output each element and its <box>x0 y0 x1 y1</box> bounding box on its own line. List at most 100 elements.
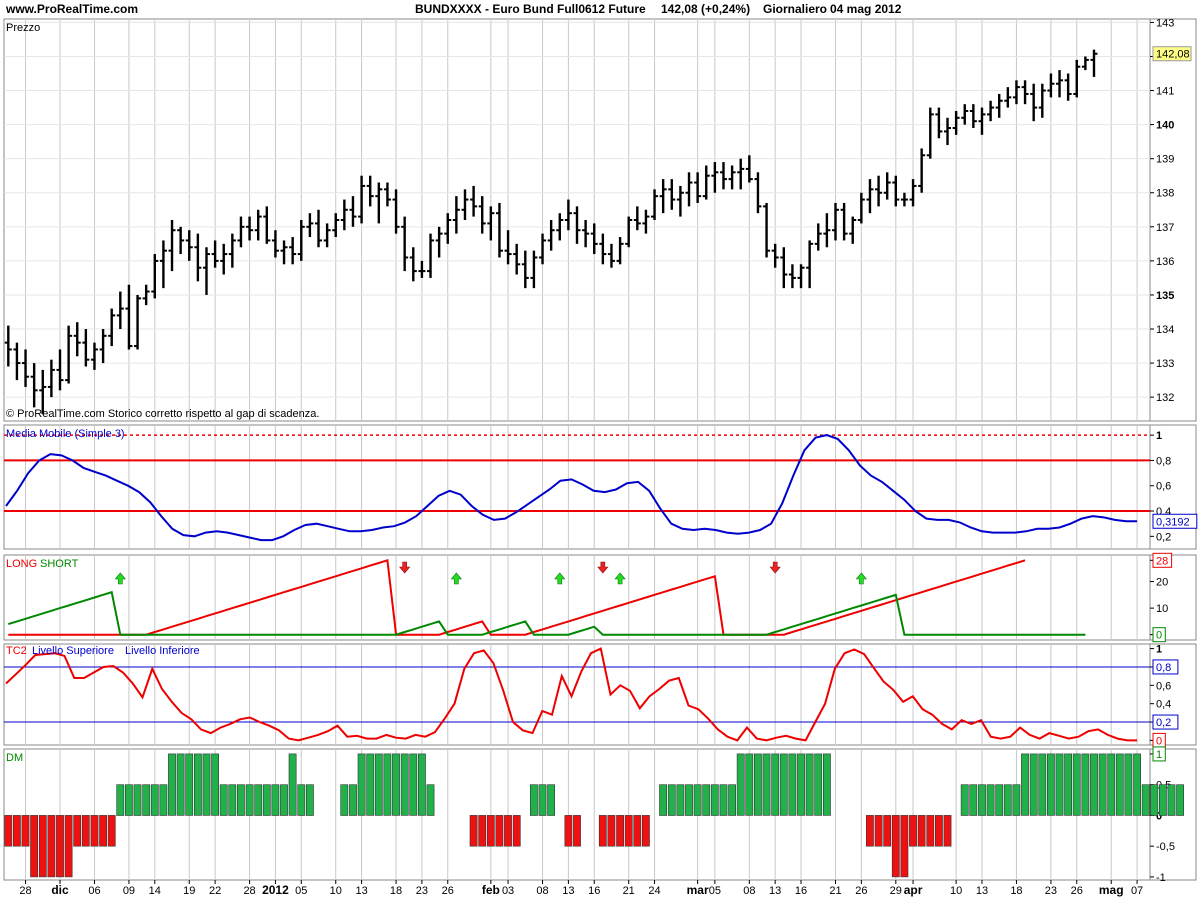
dm-bar-negative <box>21 815 30 847</box>
dm-bar-positive <box>762 753 771 816</box>
dm-bar-positive <box>176 753 185 816</box>
ohlc-bar <box>599 233 607 265</box>
ohlc-bar <box>315 209 323 248</box>
dm-bar-positive <box>305 784 314 816</box>
dm-bar-negative <box>573 815 581 847</box>
ohlc-bar <box>435 226 443 258</box>
dm-bar-negative <box>874 815 883 847</box>
ohlc-bar <box>607 243 615 268</box>
dm-last-label: 1 <box>1156 749 1162 761</box>
ohlc-bar <box>780 247 788 289</box>
site-label[interactable]: www.ProRealTime.com <box>5 2 138 16</box>
buy-arrow <box>614 572 626 585</box>
legend-tc2: TC2 <box>6 645 27 657</box>
ohlc-bar <box>1004 87 1012 108</box>
legend-dm: DM <box>6 752 23 764</box>
x-tick-label: 09 <box>123 885 135 897</box>
ohlc-bar <box>289 237 297 265</box>
panel-ma-frame <box>3 424 1151 550</box>
ohlc-bar <box>1064 73 1072 101</box>
dm-bar-negative <box>616 815 624 847</box>
x-tick-label: dic <box>51 883 69 897</box>
ohlc-bar <box>892 175 900 207</box>
dm-bar-positive <box>805 753 814 816</box>
tc2-line <box>5 647 1138 742</box>
dm-bar-positive <box>676 784 685 816</box>
dm-bar-positive <box>736 753 745 816</box>
dm-bar-positive <box>771 753 780 816</box>
dm-bar-negative <box>624 815 633 847</box>
x-tick-label: 28 <box>19 885 31 897</box>
dm-bar-negative <box>478 815 487 847</box>
dm-bar-positive <box>349 784 357 816</box>
ohlc-bar <box>823 213 831 248</box>
ohlc-bar <box>745 155 753 183</box>
dm-bar-negative <box>504 815 512 847</box>
ohlc-bar <box>513 243 521 275</box>
y-tick-label: 141 <box>1156 86 1174 98</box>
dm-bar-positive <box>1150 784 1159 816</box>
dm-bar-positive <box>1072 753 1081 816</box>
ohlc-bar <box>978 107 986 135</box>
x-tick-label: 29 <box>890 885 902 897</box>
dm-bar-negative <box>73 815 82 847</box>
panel-price-axis-area <box>1149 18 1197 422</box>
ohlc-bar <box>82 329 90 367</box>
dm-bar-negative <box>641 815 650 847</box>
dm-bar-positive <box>150 784 159 816</box>
buy-arrow <box>855 572 867 585</box>
x-tick-label: 05 <box>709 885 721 897</box>
dm-bar-positive <box>788 753 797 816</box>
dm-bar-positive <box>1047 753 1055 816</box>
panel-longshort-axis-area <box>1149 554 1197 641</box>
ohlc-bar <box>280 240 288 265</box>
ohlc-bar <box>866 179 874 214</box>
dm-bar-positive <box>237 784 245 816</box>
ma-last-label-box <box>1152 513 1198 529</box>
ohlc-bar <box>358 175 366 224</box>
ohlc-bar <box>409 247 417 282</box>
x-tick-label: mag <box>1099 883 1124 897</box>
dm-bar-negative <box>909 815 917 847</box>
panel-tc2: 0 0,2 0,4 0,6 0,8 1 TC2 Livello Superiore Livell… <box>3 643 1197 748</box>
x-tick-label: feb <box>482 883 500 897</box>
dm-bar-positive <box>547 784 555 816</box>
ohlc-bar <box>530 250 538 289</box>
ohlc-bar <box>875 175 883 207</box>
y-tick-label: 0,4 <box>1156 699 1171 711</box>
y-tick-label: 0,6 <box>1156 680 1171 692</box>
x-tick-label: 07 <box>1131 885 1143 897</box>
dm-bar-positive <box>814 753 823 816</box>
x-axis: 28 dic 06 09 14 19 22 28 2012 05 10 13 18 23 26 feb 03 08… <box>19 880 1143 897</box>
x-tick-label: mar <box>687 883 709 897</box>
ohlc-bar <box>642 209 650 234</box>
y-tick-label: 20 <box>1156 577 1168 589</box>
x-tick-label: 19 <box>183 885 195 897</box>
x-tick-label: 26 <box>442 885 454 897</box>
panel-dm: -1-0,500,51DM1 <box>3 746 1197 884</box>
dm-bar-negative <box>13 815 21 847</box>
dm-bar-positive <box>1081 753 1090 816</box>
dm-bar-positive <box>728 784 736 816</box>
ohlc-bar <box>1056 70 1064 98</box>
dm-bar-positive <box>1012 784 1021 816</box>
x-tick-label: 08 <box>743 885 755 897</box>
ohlc-bar <box>625 216 633 248</box>
ohlc-bar <box>142 284 150 306</box>
ohlc-bar <box>685 172 693 207</box>
dm-bar-positive <box>340 784 349 816</box>
dm-bar-positive <box>1159 784 1167 816</box>
dm-bar-positive <box>659 784 667 816</box>
ohlc-bar <box>1038 83 1046 118</box>
dm-bar-positive <box>538 784 547 816</box>
dm-bar-positive <box>1064 753 1072 816</box>
panel-price: 132133134135136137138139140141142143Prez… <box>3 17 1197 422</box>
dm-bar-negative <box>883 815 892 847</box>
x-tick-label: 22 <box>209 885 221 897</box>
dm-bar-positive <box>667 784 676 816</box>
ohlc-bar <box>909 179 917 207</box>
panel-tc2-frame <box>3 643 1151 746</box>
dm-bar-positive <box>1021 753 1029 816</box>
ohlc-bar <box>961 104 969 125</box>
